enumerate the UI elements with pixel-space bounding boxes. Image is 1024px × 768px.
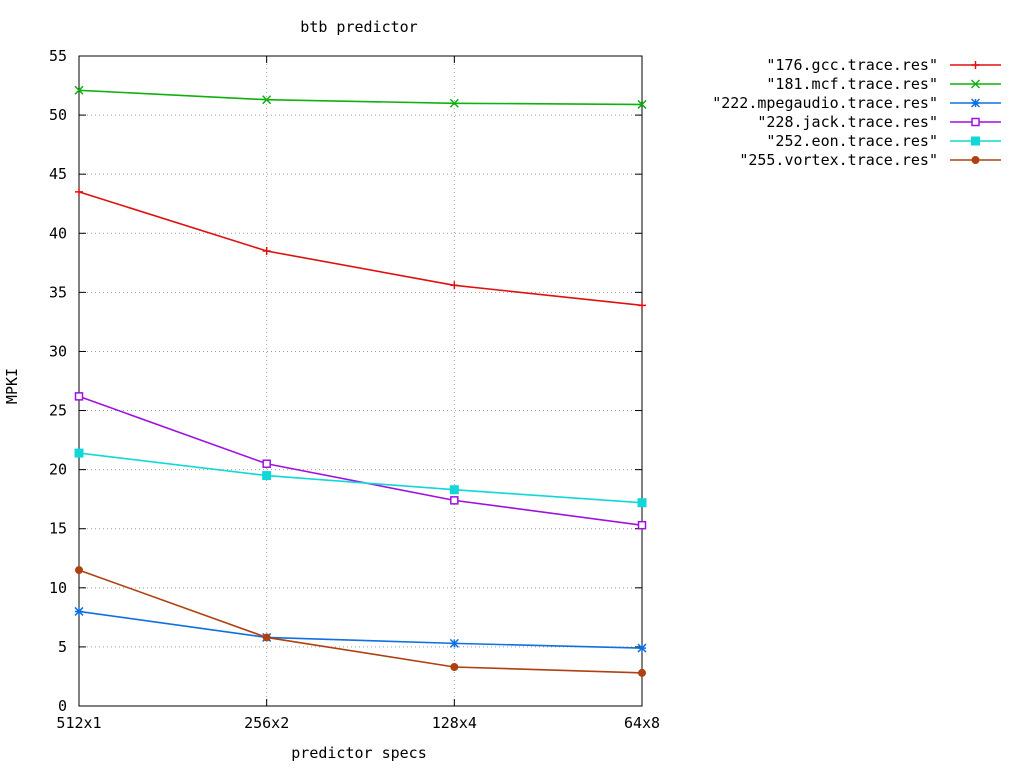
plot-frame bbox=[78, 55, 643, 707]
data-point bbox=[638, 668, 646, 677]
data-point bbox=[75, 187, 83, 196]
grid-lines bbox=[79, 56, 642, 706]
series-2 bbox=[74, 85, 647, 109]
data-point bbox=[637, 99, 647, 109]
data-point bbox=[262, 459, 271, 468]
y-tick-label: 55 bbox=[49, 47, 67, 65]
legend-entry: "176.gcc.trace.res" bbox=[766, 56, 1001, 74]
data-point bbox=[262, 247, 271, 255]
data-point bbox=[74, 448, 84, 458]
data-point bbox=[449, 485, 459, 495]
y-tick-label: 5 bbox=[58, 638, 67, 656]
x-tick-label: 256x2 bbox=[244, 714, 289, 732]
data-point bbox=[449, 638, 459, 648]
y-tick-label: 20 bbox=[49, 461, 67, 479]
y-tick-label: 15 bbox=[49, 520, 67, 538]
data-point bbox=[262, 633, 271, 642]
series-3 bbox=[74, 606, 647, 653]
data-point bbox=[262, 95, 272, 105]
data-point bbox=[450, 496, 459, 505]
data-point bbox=[637, 520, 647, 530]
chart-title: btb predictor bbox=[300, 18, 417, 36]
series-line bbox=[78, 191, 643, 307]
legend-marker bbox=[970, 98, 981, 108]
y-tick-label: 50 bbox=[49, 106, 67, 124]
y-tick-label: 30 bbox=[49, 342, 67, 360]
legend-label: "176.gcc.trace.res" bbox=[766, 56, 938, 74]
y-tick-label: 0 bbox=[58, 697, 67, 715]
series-line bbox=[78, 610, 643, 649]
legend-label: "222.mpegaudio.trace.res" bbox=[712, 94, 938, 112]
series-1 bbox=[75, 187, 646, 310]
legend-label: "255.vortex.trace.res" bbox=[739, 151, 938, 169]
series-line bbox=[78, 569, 643, 674]
x-axis-ticks: 512x1 256x2 128x4 64x8 bbox=[56, 56, 660, 732]
legend-marker bbox=[971, 136, 980, 146]
series-5 bbox=[74, 448, 647, 508]
legend-label: "181.mcf.trace.res" bbox=[766, 75, 938, 93]
data-point bbox=[638, 301, 646, 310]
data-point bbox=[75, 566, 83, 575]
series-line bbox=[78, 89, 643, 106]
legend-label: "252.eon.trace.res" bbox=[766, 132, 938, 150]
series-layer bbox=[74, 85, 647, 677]
x-axis-label: predictor specs bbox=[291, 744, 426, 762]
legend-marker bbox=[970, 79, 981, 89]
series-line bbox=[78, 395, 643, 526]
series-6 bbox=[75, 566, 646, 677]
legend-entry: "222.mpegaudio.trace.res" bbox=[712, 94, 1001, 112]
y-tick-label: 40 bbox=[49, 224, 67, 242]
y-axis-label: MPKI bbox=[3, 368, 21, 404]
legend-entry: "255.vortex.trace.res" bbox=[739, 151, 1001, 169]
data-point bbox=[637, 498, 647, 508]
y-tick-label: 25 bbox=[49, 402, 67, 420]
x-tick-label: 128x4 bbox=[432, 714, 477, 732]
y-tick-label: 35 bbox=[49, 283, 67, 301]
legend-label: "228.jack.trace.res" bbox=[757, 113, 938, 131]
legend-entry: "181.mcf.trace.res" bbox=[766, 75, 1001, 93]
x-tick-label: 512x1 bbox=[56, 714, 101, 732]
legend-entry: "252.eon.trace.res" bbox=[766, 132, 1001, 150]
data-point bbox=[74, 85, 84, 95]
legend-marker bbox=[971, 61, 980, 69]
data-point bbox=[450, 663, 459, 671]
x-tick-label: 64x8 bbox=[624, 714, 660, 732]
data-point bbox=[637, 643, 647, 653]
y-tick-label: 45 bbox=[49, 165, 67, 183]
series-line bbox=[78, 452, 643, 504]
legend: "176.gcc.trace.res""181.mcf.trace.res""2… bbox=[712, 56, 1001, 169]
series-4 bbox=[74, 392, 647, 530]
legend-marker bbox=[971, 117, 980, 127]
data-point bbox=[74, 392, 84, 401]
legend-entry: "228.jack.trace.res" bbox=[757, 113, 1001, 131]
data-point bbox=[449, 98, 459, 108]
legend-marker bbox=[971, 156, 980, 164]
data-point bbox=[74, 606, 84, 616]
data-point bbox=[450, 281, 459, 290]
data-point bbox=[262, 471, 272, 481]
y-tick-label: 10 bbox=[49, 579, 67, 597]
y-axis-ticks: 0 5 10 15 20 25 30 35 40 45 50 55 bbox=[49, 47, 642, 715]
